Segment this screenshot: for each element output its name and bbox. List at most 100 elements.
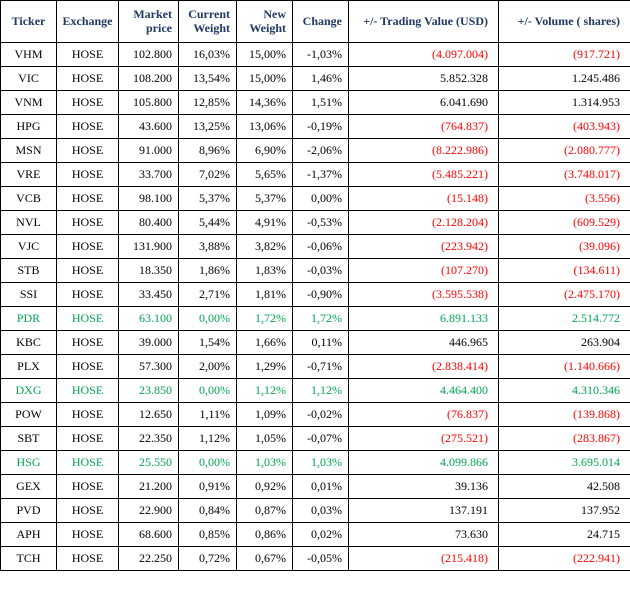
cell-current_weight: 8,96% — [179, 138, 237, 162]
cell-market_price: 108.200 — [119, 66, 179, 90]
table-row: APHHOSE68.6000,85%0,86%0,02%73.63024.715 — [1, 522, 630, 546]
cell-ticker: VIC — [1, 66, 57, 90]
cell-current_weight: 0,85% — [179, 522, 237, 546]
cell-trading_value: 137.191 — [349, 498, 499, 522]
cell-change: -0,07% — [293, 426, 349, 450]
cell-exchange: HOSE — [57, 306, 119, 330]
table-row: NVLHOSE80.4005,44%4,91%-0,53%(2.128.204)… — [1, 210, 630, 234]
cell-new_weight: 1,12% — [237, 378, 293, 402]
header-ticker: Ticker — [1, 1, 57, 43]
cell-market_price: 91.000 — [119, 138, 179, 162]
cell-ticker: VHM — [1, 42, 57, 66]
cell-trading_value: 446.965 — [349, 330, 499, 354]
cell-ticker: KBC — [1, 330, 57, 354]
cell-trading_value: (5.485.221) — [349, 162, 499, 186]
cell-trading_value: 39.136 — [349, 474, 499, 498]
cell-current_weight: 0,91% — [179, 474, 237, 498]
cell-change: -1,03% — [293, 42, 349, 66]
cell-change: -2,06% — [293, 138, 349, 162]
cell-change: 0,01% — [293, 474, 349, 498]
cell-volume: 42.508 — [499, 474, 630, 498]
cell-trading_value: (15.148) — [349, 186, 499, 210]
cell-exchange: HOSE — [57, 162, 119, 186]
cell-change: 0,11% — [293, 330, 349, 354]
cell-change: -1,37% — [293, 162, 349, 186]
table-row: POWHOSE12.6501,11%1,09%-0,02%(76.837)(13… — [1, 402, 630, 426]
cell-ticker: PLX — [1, 354, 57, 378]
cell-new_weight: 6,90% — [237, 138, 293, 162]
cell-market_price: 33.450 — [119, 282, 179, 306]
cell-exchange: HOSE — [57, 402, 119, 426]
cell-exchange: HOSE — [57, 66, 119, 90]
cell-trading_value: (215.418) — [349, 546, 499, 570]
cell-current_weight: 0,72% — [179, 546, 237, 570]
cell-current_weight: 2,71% — [179, 282, 237, 306]
header-trading_value: +/- Trading Value (USD) — [349, 1, 499, 43]
cell-ticker: POW — [1, 402, 57, 426]
cell-exchange: HOSE — [57, 474, 119, 498]
cell-exchange: HOSE — [57, 90, 119, 114]
cell-volume: 1.314.953 — [499, 90, 630, 114]
cell-trading_value: 4.464.400 — [349, 378, 499, 402]
cell-ticker: SBT — [1, 426, 57, 450]
cell-ticker: TCH — [1, 546, 57, 570]
cell-change: -0,05% — [293, 546, 349, 570]
cell-change: 0,02% — [293, 522, 349, 546]
table-body: VHMHOSE102.80016,03%15,00%-1,03%(4.097.0… — [1, 42, 630, 570]
cell-new_weight: 3,82% — [237, 234, 293, 258]
table-row: PLXHOSE57.3002,00%1,29%-0,71%(2.838.414)… — [1, 354, 630, 378]
table-row: VCBHOSE98.1005,37%5,37%0,00%(15.148)(3.5… — [1, 186, 630, 210]
cell-exchange: HOSE — [57, 258, 119, 282]
cell-trading_value: (3.595.538) — [349, 282, 499, 306]
cell-trading_value: 5.852.328 — [349, 66, 499, 90]
cell-volume: 4.310.346 — [499, 378, 630, 402]
cell-current_weight: 0,00% — [179, 306, 237, 330]
cell-new_weight: 1,83% — [237, 258, 293, 282]
cell-exchange: HOSE — [57, 42, 119, 66]
table-row: VNMHOSE105.80012,85%14,36%1,51%6.041.690… — [1, 90, 630, 114]
cell-volume: (2.080.777) — [499, 138, 630, 162]
cell-volume: (2.475.170) — [499, 282, 630, 306]
cell-change: -0,90% — [293, 282, 349, 306]
cell-current_weight: 5,44% — [179, 210, 237, 234]
cell-change: -0,71% — [293, 354, 349, 378]
cell-new_weight: 13,06% — [237, 114, 293, 138]
cell-change: 1,51% — [293, 90, 349, 114]
cell-current_weight: 5,37% — [179, 186, 237, 210]
cell-ticker: PDR — [1, 306, 57, 330]
cell-change: -0,19% — [293, 114, 349, 138]
cell-new_weight: 1,81% — [237, 282, 293, 306]
cell-new_weight: 14,36% — [237, 90, 293, 114]
header-current_weight: Current Weight — [179, 1, 237, 43]
cell-change: 1,12% — [293, 378, 349, 402]
table-row: VJCHOSE131.9003,88%3,82%-0,06%(223.942)(… — [1, 234, 630, 258]
cell-ticker: STB — [1, 258, 57, 282]
cell-new_weight: 15,00% — [237, 66, 293, 90]
cell-volume: 137.952 — [499, 498, 630, 522]
table-row: HSGHOSE25.5500,00%1,03%1,03%4.099.8663.6… — [1, 450, 630, 474]
cell-market_price: 105.800 — [119, 90, 179, 114]
cell-new_weight: 1,05% — [237, 426, 293, 450]
cell-trading_value: 6.041.690 — [349, 90, 499, 114]
cell-market_price: 18.350 — [119, 258, 179, 282]
cell-market_price: 25.550 — [119, 450, 179, 474]
cell-exchange: HOSE — [57, 378, 119, 402]
table-row: GEXHOSE21.2000,91%0,92%0,01%39.13642.508 — [1, 474, 630, 498]
cell-trading_value: 6.891.133 — [349, 306, 499, 330]
table-row: VICHOSE108.20013,54%15,00%1,46%5.852.328… — [1, 66, 630, 90]
cell-exchange: HOSE — [57, 186, 119, 210]
cell-market_price: 33.700 — [119, 162, 179, 186]
cell-trading_value: (275.521) — [349, 426, 499, 450]
cell-exchange: HOSE — [57, 426, 119, 450]
cell-exchange: HOSE — [57, 114, 119, 138]
cell-new_weight: 1,66% — [237, 330, 293, 354]
cell-market_price: 57.300 — [119, 354, 179, 378]
cell-new_weight: 5,37% — [237, 186, 293, 210]
cell-new_weight: 4,91% — [237, 210, 293, 234]
cell-current_weight: 1,11% — [179, 402, 237, 426]
cell-current_weight: 7,02% — [179, 162, 237, 186]
cell-new_weight: 1,29% — [237, 354, 293, 378]
weights-table: TickerExchangeMarket priceCurrent Weight… — [0, 0, 630, 571]
cell-new_weight: 5,65% — [237, 162, 293, 186]
cell-trading_value: (107.270) — [349, 258, 499, 282]
